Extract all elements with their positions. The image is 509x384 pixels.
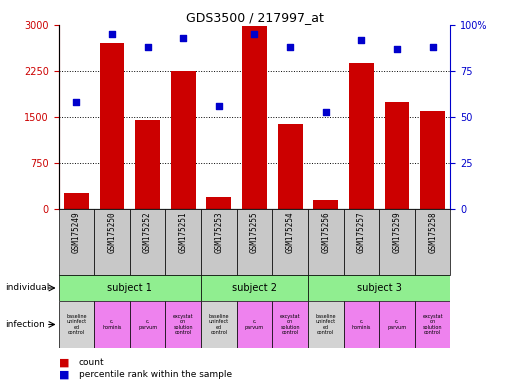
Text: c.
parvum: c. parvum bbox=[245, 319, 264, 330]
Bar bbox=[237, 301, 272, 348]
Bar bbox=[201, 275, 308, 301]
Bar bbox=[171, 71, 195, 209]
Bar bbox=[237, 209, 272, 275]
Text: count: count bbox=[79, 358, 104, 367]
Bar bbox=[379, 209, 415, 275]
Text: ■: ■ bbox=[59, 369, 69, 379]
Bar bbox=[59, 275, 201, 301]
Bar bbox=[165, 209, 201, 275]
Point bbox=[357, 36, 365, 43]
Bar bbox=[420, 111, 445, 209]
Text: c.
hominis: c. hominis bbox=[352, 319, 371, 330]
Text: c.
parvum: c. parvum bbox=[387, 319, 407, 330]
Bar bbox=[59, 209, 94, 275]
Text: GSM175256: GSM175256 bbox=[321, 211, 330, 253]
Bar bbox=[308, 209, 344, 275]
Point bbox=[179, 35, 187, 41]
Bar bbox=[130, 209, 165, 275]
Bar bbox=[308, 275, 450, 301]
Text: ■: ■ bbox=[59, 358, 69, 368]
Text: baseline
uninfect
ed
control: baseline uninfect ed control bbox=[209, 314, 229, 335]
Bar bbox=[201, 301, 237, 348]
Text: GSM175253: GSM175253 bbox=[214, 211, 223, 253]
Text: GSM175252: GSM175252 bbox=[143, 211, 152, 253]
Bar bbox=[415, 209, 450, 275]
Text: GSM175255: GSM175255 bbox=[250, 211, 259, 253]
Text: GSM175258: GSM175258 bbox=[428, 211, 437, 253]
Bar bbox=[272, 209, 308, 275]
Text: excystat
on
solution
control: excystat on solution control bbox=[422, 314, 443, 335]
Point bbox=[429, 44, 437, 50]
Text: GSM175254: GSM175254 bbox=[286, 211, 295, 253]
Point bbox=[215, 103, 223, 109]
Text: c.
parvum: c. parvum bbox=[138, 319, 157, 330]
Bar bbox=[94, 209, 130, 275]
Bar bbox=[94, 301, 130, 348]
Point bbox=[108, 31, 116, 37]
Text: GSM175250: GSM175250 bbox=[107, 211, 117, 253]
Point bbox=[72, 99, 80, 106]
Bar bbox=[130, 301, 165, 348]
Text: GSM175249: GSM175249 bbox=[72, 211, 81, 253]
Bar bbox=[64, 193, 89, 209]
Bar bbox=[313, 200, 338, 209]
Text: infection: infection bbox=[5, 320, 45, 329]
Text: excystat
on
solution
control: excystat on solution control bbox=[173, 314, 193, 335]
Bar bbox=[379, 301, 415, 348]
Bar bbox=[99, 43, 124, 209]
Bar bbox=[308, 301, 344, 348]
Point bbox=[144, 44, 152, 50]
Text: excystat
on
solution
control: excystat on solution control bbox=[280, 314, 300, 335]
Bar bbox=[272, 301, 308, 348]
Bar bbox=[206, 197, 231, 209]
Point bbox=[286, 44, 294, 50]
Text: baseline
uninfect
ed
control: baseline uninfect ed control bbox=[316, 314, 336, 335]
Bar bbox=[415, 301, 450, 348]
Text: GSM175251: GSM175251 bbox=[179, 211, 188, 253]
Text: baseline
uninfect
ed
control: baseline uninfect ed control bbox=[66, 314, 87, 335]
Text: GSM175257: GSM175257 bbox=[357, 211, 366, 253]
Bar bbox=[201, 209, 237, 275]
Text: individual: individual bbox=[5, 283, 49, 293]
Bar bbox=[59, 301, 94, 348]
Point bbox=[393, 46, 401, 52]
Title: GDS3500 / 217997_at: GDS3500 / 217997_at bbox=[186, 11, 323, 24]
Text: subject 2: subject 2 bbox=[232, 283, 277, 293]
Bar bbox=[344, 209, 379, 275]
Bar bbox=[277, 124, 302, 209]
Bar bbox=[344, 301, 379, 348]
Text: c.
hominis: c. hominis bbox=[102, 319, 122, 330]
Bar bbox=[384, 102, 409, 209]
Bar bbox=[349, 63, 374, 209]
Point bbox=[250, 31, 259, 37]
Bar bbox=[135, 120, 160, 209]
Bar bbox=[242, 26, 267, 209]
Text: percentile rank within the sample: percentile rank within the sample bbox=[79, 370, 232, 379]
Point bbox=[322, 109, 330, 115]
Text: GSM175259: GSM175259 bbox=[392, 211, 402, 253]
Text: subject 3: subject 3 bbox=[357, 283, 402, 293]
Text: subject 1: subject 1 bbox=[107, 283, 152, 293]
Bar bbox=[165, 301, 201, 348]
